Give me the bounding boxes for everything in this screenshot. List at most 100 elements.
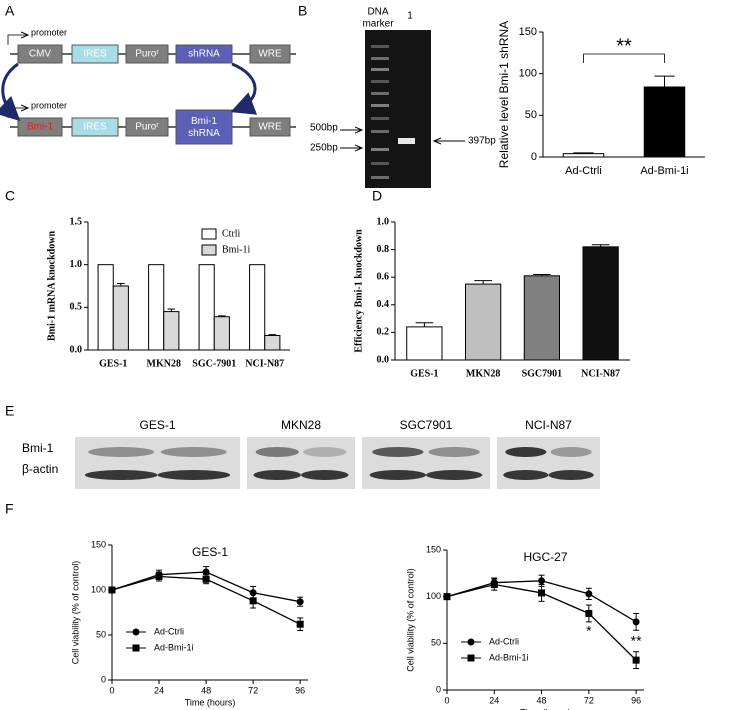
bar xyxy=(97,264,114,351)
y-tick-label: 0.4 xyxy=(377,299,390,310)
blot-image xyxy=(497,437,600,489)
construct-label: WRE xyxy=(258,49,282,60)
blot-row-label: Bmi-1 xyxy=(22,441,54,455)
marker xyxy=(202,568,210,576)
panel-label: C xyxy=(5,188,15,204)
chart: 0.0 0.2 0.4 0.6 0.8 1.0 Efficiency Bmi-1 knock… xyxy=(353,216,630,379)
gel-band xyxy=(398,138,415,144)
x-tick-label: 72 xyxy=(584,695,594,705)
marker xyxy=(249,589,257,597)
gel-band xyxy=(371,45,389,48)
x-tick-label: 48 xyxy=(201,685,211,695)
blot-image xyxy=(362,437,490,489)
gel-band xyxy=(371,162,389,165)
legend-marker xyxy=(132,628,140,636)
gel-band xyxy=(371,104,389,107)
chart: 0 50 100 150 Relative level Bmi-1 shRNA Ad-Ct… xyxy=(497,21,705,177)
x-tick-label: 96 xyxy=(631,695,641,705)
y-tick-label: 100 xyxy=(91,584,106,594)
construct-element xyxy=(71,117,119,137)
bar xyxy=(163,311,180,351)
gel-band xyxy=(371,80,389,83)
blot-band xyxy=(255,447,299,457)
blot-column-label: SGC7901 xyxy=(400,418,453,432)
blot-band xyxy=(503,470,549,480)
gel-band xyxy=(371,92,389,95)
bar xyxy=(148,264,165,351)
construct-element xyxy=(175,109,233,145)
bar xyxy=(465,283,502,361)
legend-label: Ad-Ctrli xyxy=(154,626,184,636)
marker xyxy=(490,581,498,589)
x-tick-label: NCI-N87 xyxy=(245,358,284,369)
y-tick-label: 100 xyxy=(426,591,441,601)
y-tick-label: 1.5 xyxy=(70,216,83,227)
y-tick-label: 150 xyxy=(426,544,441,554)
marker xyxy=(585,609,593,617)
gel-band xyxy=(371,130,389,133)
marker xyxy=(249,597,257,605)
blot-band xyxy=(369,470,426,480)
construct-element xyxy=(17,117,63,137)
marker xyxy=(632,618,640,626)
y-axis-label: Cell viability (% of control) xyxy=(405,568,415,672)
construct-label: Bmi-1 shRNA xyxy=(188,116,220,139)
marker xyxy=(585,590,593,598)
blot-band xyxy=(84,470,158,480)
significance-bracket xyxy=(583,53,665,63)
construct-label: IRES xyxy=(83,49,107,60)
y-axis-label: Bmi-1 mRNA knockdown xyxy=(46,231,57,341)
promoter-label: promoter xyxy=(31,100,67,110)
annotation: * xyxy=(586,623,592,639)
blot-column-label: GES-1 xyxy=(139,418,175,432)
annotation: ** xyxy=(616,35,632,57)
blot-band xyxy=(303,447,347,457)
construct-element xyxy=(17,44,63,64)
blot-band xyxy=(157,470,231,480)
x-tick-label: 0 xyxy=(109,685,114,695)
bar xyxy=(406,326,443,361)
gel-band xyxy=(371,117,389,120)
legend-label: Ad-Ctrli xyxy=(489,636,519,646)
panel-label: B xyxy=(298,3,307,19)
blot-band xyxy=(505,447,547,457)
chart: 0 50 100 150 Cell viability (% of control) Ti… xyxy=(405,544,644,710)
bar xyxy=(249,264,266,351)
chart-title: HGC-27 xyxy=(523,550,567,564)
construct-label: WRE xyxy=(258,122,282,133)
marker xyxy=(632,656,640,664)
construct-label: Puroʳ xyxy=(135,122,159,133)
y-tick-label: 1.0 xyxy=(377,216,390,227)
marker xyxy=(108,586,116,594)
y-tick-label: 0.0 xyxy=(377,354,390,365)
legend-swatch xyxy=(201,228,217,240)
gel-lane-label: marker xyxy=(362,19,394,30)
y-tick-label: 0.0 xyxy=(70,344,83,355)
panel-label: A xyxy=(5,3,15,19)
construct-element xyxy=(175,44,233,64)
chart: 0.0 0.5 1.0 1.5 Bmi-1 mRNA knockdown GES-1 MKN… xyxy=(46,216,290,369)
construct-label: IRES xyxy=(83,122,107,133)
gel-band xyxy=(371,148,389,151)
x-axis-label: Time (hours) xyxy=(520,707,571,710)
marker xyxy=(443,593,451,601)
legend-marker xyxy=(467,638,475,646)
legend-swatch xyxy=(201,244,217,256)
legend-marker xyxy=(467,654,475,662)
gel-band-label: 397bp xyxy=(468,136,496,147)
bar xyxy=(523,275,560,361)
x-tick-label: MKN28 xyxy=(147,358,181,369)
panel-label: E xyxy=(5,403,14,419)
annotation: ** xyxy=(631,632,642,648)
blot-band xyxy=(428,447,480,457)
x-tick-label: Ad-Bmi-1i xyxy=(640,165,688,177)
construct-element xyxy=(125,44,169,64)
x-tick-label: NCI-N87 xyxy=(581,368,620,379)
blot-band xyxy=(301,470,349,480)
x-tick-label: 24 xyxy=(154,685,164,695)
construct-label: Bmi-1 xyxy=(27,122,54,133)
y-tick-label: 50 xyxy=(96,629,106,639)
blot-image xyxy=(247,437,355,489)
y-tick-label: 0 xyxy=(101,674,106,684)
x-tick-label: Ad-Ctrli xyxy=(565,165,602,177)
